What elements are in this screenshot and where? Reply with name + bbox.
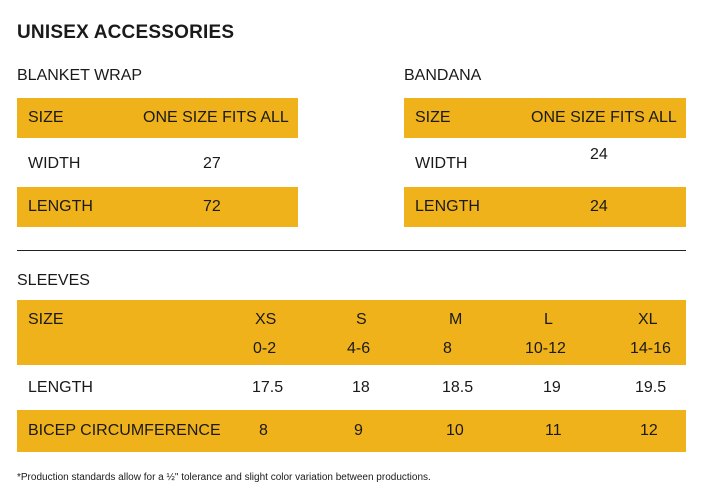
range-s: 4-6 (347, 340, 371, 357)
sleeves-size-label: SIZE (28, 311, 64, 328)
blanket-length-value: 72 (203, 198, 221, 215)
bandana-size-label: SIZE (415, 109, 451, 126)
length-l: 19 (543, 379, 561, 396)
range-m: 8 (443, 340, 452, 357)
bicep-l: 11 (545, 422, 562, 439)
range-l: 10-12 (525, 340, 566, 357)
sleeves-bicep-row: BICEP CIRCUMFERENCE 8 9 10 11 12 (17, 410, 686, 452)
length-m: 18.5 (442, 379, 474, 396)
bandana-width-label: WIDTH (415, 155, 468, 172)
size-s: S (356, 311, 367, 328)
sleeves-bicep-label: BICEP CIRCUMFERENCE (28, 422, 221, 439)
bandana-length-label: LENGTH (415, 198, 480, 215)
length-xl: 19.5 (635, 379, 667, 396)
bandana-length-value: 24 (590, 198, 608, 215)
blanket-length-row: LENGTH 72 (17, 187, 298, 227)
bandana-length-row: LENGTH 24 (404, 187, 686, 227)
section-divider (17, 250, 686, 251)
blanket-width-row: WIDTH 27 (17, 143, 298, 183)
range-xl: 14-16 (630, 340, 671, 357)
bicep-xl: 12 (640, 422, 658, 439)
bandana-heading: BANDANA (404, 67, 482, 84)
sleeves-heading: SLEEVES (17, 272, 90, 289)
size-xl: XL (638, 311, 658, 328)
bicep-xs: 8 (259, 422, 268, 439)
blanket-size-label: SIZE (28, 109, 64, 126)
bandana-size-value: ONE SIZE FITS ALL (531, 109, 677, 126)
page-title: UNISEX ACCESSORIES (17, 22, 235, 43)
sleeves-length-label: LENGTH (28, 379, 93, 396)
bicep-m: 10 (446, 422, 464, 439)
blanket-width-label: WIDTH (28, 155, 81, 172)
blanket-width-value: 27 (203, 155, 221, 172)
bicep-s: 9 (354, 422, 363, 439)
range-xs: 0-2 (253, 340, 277, 357)
size-l: L (544, 311, 553, 328)
size-xs: XS (255, 311, 277, 328)
blanket-size-row: SIZE ONE SIZE FITS ALL (17, 98, 298, 138)
bandana-size-row: SIZE ONE SIZE FITS ALL (404, 98, 686, 138)
blanket-wrap-heading: BLANKET WRAP (17, 67, 143, 84)
length-xs: 17.5 (252, 379, 284, 396)
blanket-length-label: LENGTH (28, 198, 93, 215)
bandana-width-value: 24 (590, 146, 608, 163)
length-s: 18 (352, 379, 370, 396)
bandana-width-row: WIDTH 24 (404, 143, 686, 183)
size-m: M (449, 311, 463, 328)
blanket-size-value: ONE SIZE FITS ALL (143, 109, 289, 126)
sleeves-length-row: LENGTH 17.5 18 18.5 19 19.5 (17, 367, 686, 407)
footnote: *Production standards allow for a ½" tol… (17, 472, 431, 483)
sleeves-size-row: SIZE XS S M L XL 0-2 4-6 8 10-12 14-16 (17, 300, 686, 365)
